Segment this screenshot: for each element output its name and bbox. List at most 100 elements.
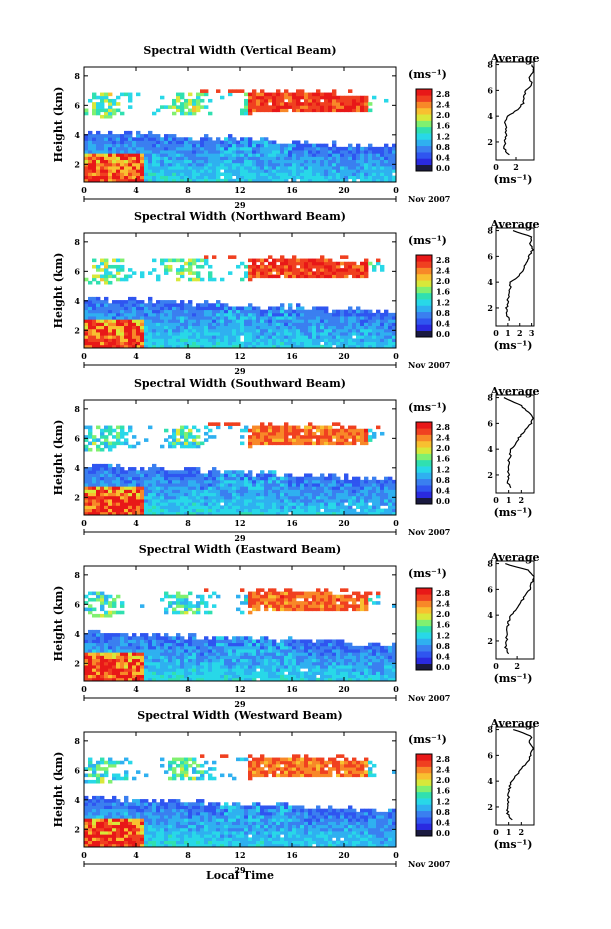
heatmap-cell: [88, 499, 93, 503]
heatmap-cell: [288, 271, 293, 275]
heatmap-cell: [392, 159, 396, 164]
heatmap-cell: [356, 502, 361, 506]
heatmap-cell: [92, 492, 97, 497]
heatmap-cell: [92, 303, 97, 307]
heatmap-cell: [224, 636, 229, 640]
heatmap-cell: [152, 309, 157, 314]
heatmap-cell: [120, 312, 125, 317]
heatmap-cell: [208, 309, 213, 314]
heatmap-cell: [112, 134, 117, 138]
heatmap-cell: [132, 322, 137, 327]
heatmap-cell: [172, 479, 177, 484]
heatmap-cell: [224, 150, 229, 154]
heatmap-cell: [260, 511, 265, 515]
heatmap-cell: [124, 655, 129, 660]
heatmap-cell: [200, 319, 205, 323]
heatmap-cell: [348, 325, 353, 330]
heatmap-cell: [96, 655, 101, 660]
heatmap-cell: [320, 92, 325, 97]
heatmap-cell: [164, 137, 169, 141]
heatmap-cell: [264, 508, 269, 513]
heatmap-cell: [216, 303, 221, 307]
heatmap-cell: [84, 150, 89, 154]
heatmap-cell: [92, 335, 97, 339]
heatmap-cell: [236, 607, 241, 612]
heatmap-cell: [388, 332, 393, 336]
heatmap-cell: [340, 435, 345, 439]
heatmap-cell: [176, 594, 181, 599]
heatmap-cell: [244, 476, 249, 481]
heatmap-cell: [112, 671, 117, 676]
heatmap-cell: [252, 671, 257, 676]
heatmap-cell: [184, 665, 189, 669]
heatmap-cell: [176, 169, 181, 173]
heatmap-cell: [360, 159, 365, 164]
heatmap-cell: [208, 502, 213, 506]
heatmap-cell: [196, 172, 201, 177]
heatmap-cell: [172, 607, 177, 612]
heatmap-cell: [132, 444, 137, 449]
colorbar-swatch: [416, 459, 432, 467]
heatmap-cell: [284, 335, 289, 339]
heatmap-cell: [188, 661, 193, 666]
heatmap-cell: [212, 335, 217, 339]
heatmap-cell: [248, 166, 253, 170]
heatmap-cell: [328, 508, 333, 513]
heatmap-cell: [344, 319, 349, 323]
heatmap-cell: [368, 150, 373, 154]
heatmap-cell: [168, 658, 173, 663]
heatmap-cell: [108, 335, 113, 339]
heatmap-cell: [220, 166, 225, 170]
heatmap-cell: [260, 89, 265, 93]
heatmap-cell: [292, 258, 297, 263]
heatmap-cell: [232, 146, 237, 151]
colorbar-swatch: [416, 95, 432, 102]
heatmap-cell: [192, 178, 197, 182]
heatmap-cell: [304, 166, 309, 170]
heatmap-cell: [164, 652, 169, 656]
heatmap-cell: [320, 473, 325, 478]
heatmap-cell: [228, 639, 233, 644]
heatmap-cell: [148, 322, 153, 327]
heatmap-cell: [272, 428, 277, 433]
heatmap-cell: [120, 137, 125, 141]
heatmap-cell: [168, 470, 173, 474]
heatmap-cell: [264, 150, 269, 154]
heatmap-cell: [140, 649, 145, 653]
heatmap-cell: [240, 108, 245, 113]
heatmap-cell: [92, 470, 97, 474]
heatmap-cell: [248, 639, 253, 644]
heatmap-cell: [184, 486, 189, 490]
heatmap-cell: [116, 674, 121, 679]
heatmap-cell: [340, 261, 345, 266]
heatmap-cell: [296, 162, 301, 167]
heatmap-cell: [344, 95, 349, 100]
heatmap-cell: [128, 137, 133, 141]
heatmap-cell: [104, 316, 109, 320]
heatmap-cell: [284, 271, 289, 275]
heatmap-cell: [144, 658, 149, 663]
heatmap-cell: [200, 674, 205, 679]
heatmap-cell: [156, 636, 161, 640]
heatmap-cell: [120, 479, 125, 484]
heatmap-cell: [228, 332, 233, 336]
heatmap-cell: [308, 338, 313, 343]
heatmap-cell: [340, 178, 345, 182]
heatmap-cell: [156, 150, 161, 154]
heatmap-cell: [148, 479, 153, 484]
heatmap-cell: [280, 332, 285, 336]
heatmap-cell: [296, 166, 301, 170]
heatmap-cell: [140, 325, 145, 330]
heatmap-cell: [268, 492, 273, 497]
heatmap-cell: [292, 431, 297, 436]
heatmap-cell: [96, 479, 101, 484]
heatmap-cell: [108, 476, 113, 481]
heatmap-cell: [380, 332, 385, 336]
heatmap-cell: [88, 649, 93, 653]
heatmap-cell: [196, 658, 201, 663]
heatmap-cell: [172, 671, 177, 676]
x-tick-label: 4: [133, 351, 139, 361]
heatmap-cell: [356, 499, 361, 503]
heatmap-cell: [264, 105, 269, 109]
heatmap-cell: [216, 169, 221, 173]
